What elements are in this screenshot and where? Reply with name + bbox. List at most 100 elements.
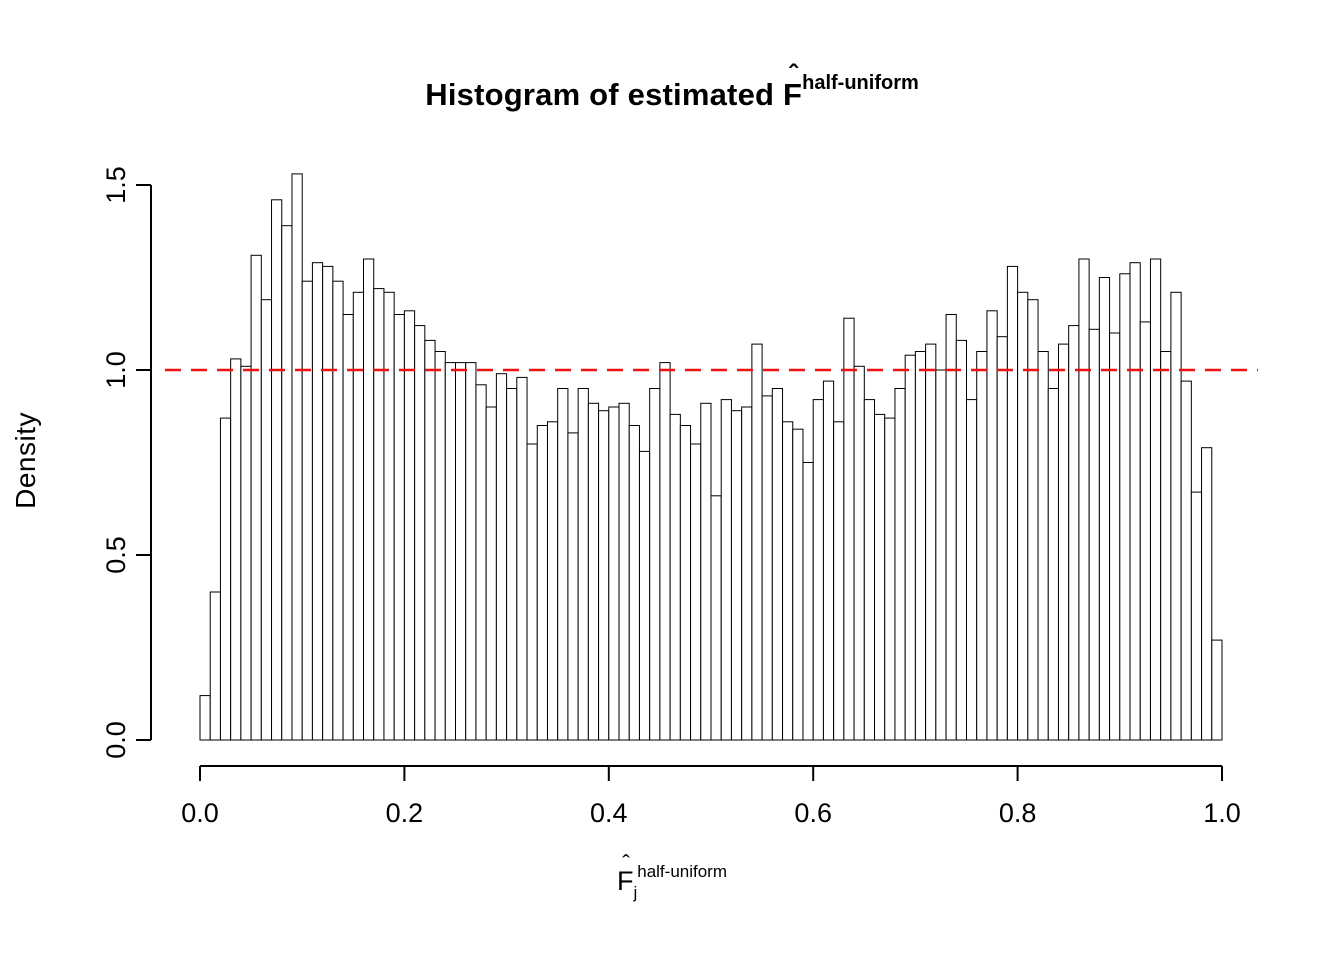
histogram-bar [1098,277,1111,741]
chart-title: Histogram of estimated F ˆ half-uniform [30,58,1314,113]
histogram-bar [1109,332,1121,741]
histogram-bar [1211,639,1223,741]
histogram-bar [506,388,518,741]
histogram-bar [710,495,722,741]
histogram-bar [690,443,702,741]
histogram-bar [587,402,600,741]
histogram-bar [679,425,692,741]
histogram-bar [414,325,426,741]
x-axis-label-superscript: half-uniform [637,862,728,881]
histogram-bar [863,399,876,741]
histogram-bar [649,388,661,741]
histogram-bar [516,376,528,741]
histogram-bar [874,413,886,741]
histogram-bar [884,417,896,741]
histogram-bar [741,406,753,741]
histogram-bar [1088,328,1100,741]
x-axis-tick-label: 0.2 [386,798,424,828]
histogram-bar [618,402,630,741]
histogram-bar [976,351,988,741]
histogram-bar [332,280,344,741]
histogram-bar [209,591,221,741]
histogram-bar [1017,291,1029,741]
histogram-bar [638,450,651,741]
histogram-bar [1027,299,1039,741]
histogram-bar [557,388,569,741]
histogram-bar [843,317,855,741]
histogram-bar [598,410,610,741]
histogram-bar [802,462,814,741]
histogram-bar [1068,325,1080,741]
histogram-bar [1180,380,1192,741]
histogram-bar [465,362,477,741]
histogram-bar [1160,351,1172,741]
histogram-bar [475,384,487,741]
histogram-bar [271,199,283,741]
histogram-bar [771,388,784,741]
histogram-bar [1170,291,1182,741]
histogram-bar [250,254,262,741]
histogram-bar [1006,265,1019,741]
histogram-bar [1201,447,1213,741]
x-axis-label-subscript: j [633,883,638,902]
histogram-bar [546,421,559,741]
histogram-bar [945,314,957,741]
histogram-bar [526,443,538,741]
x-axis-tick-label: 0.6 [794,798,832,828]
histogram-bar [822,380,835,741]
histogram-bar [853,365,865,741]
histogram-bar [1190,491,1203,741]
x-axis-tick-label: 0.4 [590,798,628,828]
histogram-bar [1078,258,1090,741]
histogram-bar [1149,258,1162,741]
histogram-bar [219,417,232,741]
histogram-bar [485,406,497,741]
histogram-bar [782,421,794,741]
x-axis-label: F ˆ j half-uniform [30,851,1314,903]
histogram-bar [393,314,405,741]
histogram-bar [342,314,354,741]
histogram-bar [240,365,252,741]
histogram-bar [383,291,395,741]
histogram-bar [925,343,937,741]
histogram-bar [996,336,1008,741]
histogram-bar [322,265,334,741]
histogram-bar [577,388,589,741]
hat-accent: ˆ [622,849,630,876]
chart-title-superscript: half-uniform [802,72,919,94]
histogram-bar [792,428,804,741]
x-axis-tick-label: 1.0 [1203,798,1241,828]
y-axis-label: Density [10,411,41,509]
histogram-bar [281,225,293,741]
histogram-bar [986,310,998,741]
histogram-bar [403,310,416,741]
histogram-bar [434,351,446,741]
histogram-bar [812,399,824,741]
histogram-bar [1037,351,1049,741]
histogram-bar [567,432,579,741]
histogram-bar [966,399,978,741]
histogram-bar [833,421,845,741]
x-axis-tick-label: 0.8 [999,798,1037,828]
y-axis-label-wrap: Density [10,0,42,920]
histogram-bar [301,280,313,741]
histogram-bar [1119,273,1131,741]
histogram-bar [291,173,303,741]
histogram-bar [659,362,671,741]
hat-accent: ˆ [788,58,798,89]
histogram-bar [260,299,273,741]
y-axis-tick-label: 1.0 [101,351,131,389]
histogram-bar [935,369,947,741]
histogram-bar [444,362,456,741]
histogram-bar [904,354,916,741]
histogram-bar [608,406,620,741]
histogram-bar [914,351,927,741]
histogram-bar [1139,321,1151,741]
histogram-bar [761,395,773,741]
histogram-bar [1057,343,1070,741]
histogram-bar [311,262,324,741]
histogram-bars [199,173,1223,741]
